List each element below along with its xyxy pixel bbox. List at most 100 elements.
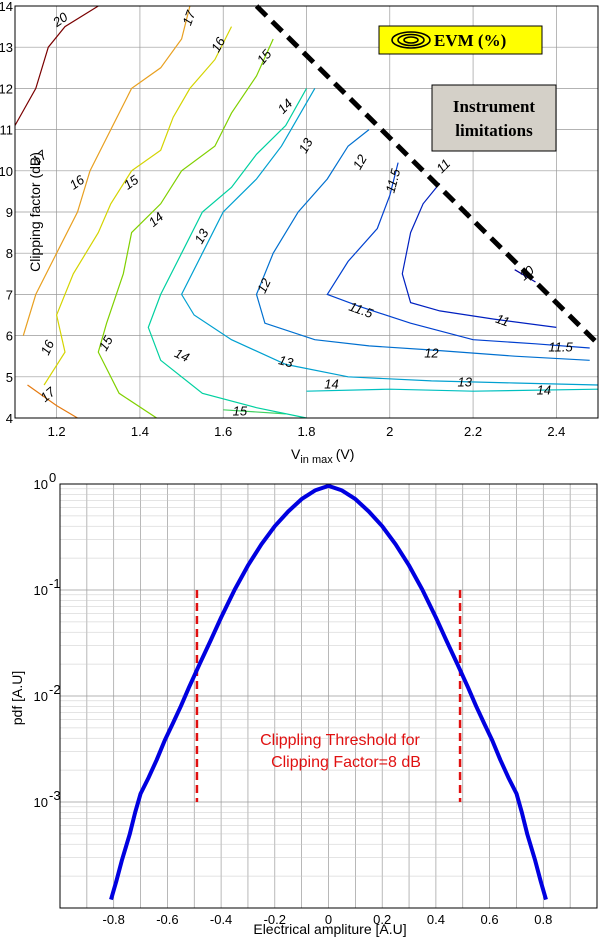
x-tick-label: 1.4 [131, 424, 149, 439]
y-tick-label: 10 [34, 689, 48, 704]
contour-line-13 [180, 88, 599, 386]
y-tick-label: 9 [6, 205, 13, 220]
contour-label: 12 [350, 151, 371, 172]
y-tick-exponent: 0 [49, 470, 56, 485]
contour-label: 17 [179, 8, 198, 27]
contour-line-17 [27, 384, 78, 419]
clipping-threshold-lines [195, 590, 462, 802]
y-tick-label: 10 [34, 477, 48, 492]
contour-level-labels: 2017161514131211.5111017161514131211.511… [29, 8, 574, 418]
contour-label: 14 [537, 383, 551, 398]
threshold-annotation-line-1: Clippling Threshold for [260, 732, 420, 749]
threshold-annotation-line-2: Clipping Factor=8 dB [271, 754, 421, 771]
y-tick-label: 6 [6, 329, 13, 344]
contour-line-15 [223, 409, 286, 415]
instrument-limitations-box: Instrument limitations [431, 84, 557, 152]
contour-label: 15 [233, 403, 248, 418]
x-tick-label: -0.8 [102, 912, 124, 927]
annotation-box [431, 84, 557, 152]
contour-label: 13 [458, 374, 473, 389]
contour-label: 12 [424, 346, 439, 361]
x-tick-label: 2.2 [464, 424, 482, 439]
y-tick-label: 10 [0, 164, 13, 179]
contour-label: 13 [277, 352, 296, 370]
x-tick-label: -0.2 [264, 912, 286, 927]
contour-line-11.5 [326, 162, 590, 349]
x-tick-label: 1.2 [48, 424, 66, 439]
x-axis-label: Vin max (V) [291, 446, 354, 466]
y-axis-label: Clipping factor (dB) [27, 152, 43, 272]
contour-line-14 [147, 88, 308, 419]
contour-line-15 [97, 38, 274, 419]
x-tick-label: 0.4 [427, 912, 445, 927]
y-tick-label: 7 [6, 287, 13, 302]
evm-contour-chart: 20 17 16 15 14 13 12 11.5 11 10 17 16 15 14 13 12 11.5 11… [0, 0, 600, 466]
y-tick-label: 13 [0, 40, 13, 55]
contour-label: 17 [37, 384, 58, 405]
x-tick-labels: -0.8 -0.6 -0.4 -0.2 0 0.2 0.4 0.6 0.8 [102, 912, 552, 927]
contour-label: 14 [172, 345, 191, 365]
x-axis-label: Electrical ampliture [A.U] [253, 921, 406, 937]
x-tick-label: 2.4 [547, 424, 565, 439]
y-tick-labels: 4 5 6 7 8 9 10 11 12 13 14 [0, 0, 13, 426]
legend-box [378, 25, 543, 55]
plot-frame [59, 483, 598, 909]
x-tick-label: 1.8 [297, 424, 315, 439]
annotation-line-2: limitations [455, 121, 533, 140]
y-tick-label: 12 [0, 81, 13, 96]
x-tick-label: -0.6 [156, 912, 178, 927]
y-tick-label: 8 [6, 246, 13, 261]
contour-label: 16 [208, 34, 229, 55]
y-tick-exponent: -3 [49, 788, 61, 803]
contour-label: 13 [295, 135, 316, 156]
x-tick-label: 0 [325, 912, 332, 927]
contour-label: 15 [121, 172, 142, 193]
contour-label: 20 [49, 9, 71, 31]
contour-label: 15 [254, 46, 275, 67]
x-tick-label: 0.2 [373, 912, 391, 927]
y-tick-label: 11 [0, 123, 13, 138]
contour-label: 11.5 [347, 299, 376, 322]
contour-label: 11 [494, 311, 512, 330]
x-tick-label: 0.6 [481, 912, 499, 927]
y-tick-label: 10 [34, 795, 48, 810]
contour-label: 12 [254, 275, 274, 295]
contour-line-20 [14, 5, 99, 126]
pdf-chart: -0.8 -0.6 -0.4 -0.2 0 0.2 0.4 0.6 0.8 10 010 -110-… [9, 470, 598, 937]
pdf-grid [60, 484, 597, 909]
x-axis-label-sub: in max [300, 454, 333, 466]
legend: EVM (%) [378, 25, 543, 55]
limit-dashed-line [254, 4, 600, 346]
pdf-curve [109, 483, 548, 901]
annotation-line-1: Instrument [453, 97, 536, 116]
x-tick-label: -0.4 [210, 912, 232, 927]
plot-frame [14, 5, 599, 419]
contour-label: 11 [433, 156, 453, 176]
y-tick-label: 4 [6, 411, 13, 426]
x-tick-label: 2 [386, 424, 393, 439]
contour-line-11 [401, 182, 557, 328]
y-tick-label: 14 [0, 0, 13, 14]
contour-line-10 [514, 269, 536, 283]
contour-line-16 [43, 26, 233, 386]
svg-text:Vin max(V): Vin max (V) [291, 446, 354, 466]
contour-line-17 [22, 5, 191, 336]
x-tick-labels: 1.2 1.4 1.6 1.8 2 2.2 2.4 [48, 424, 566, 439]
x-tick-label: 1.6 [214, 424, 232, 439]
legend-label: EVM (%) [434, 31, 506, 50]
x-axis-label-main: V [291, 446, 301, 462]
y-tick-exponent: -2 [49, 682, 61, 697]
contour-line-14 [306, 388, 599, 392]
legend-contour-icon [391, 31, 431, 49]
contour-label: 11.5 [383, 166, 404, 194]
contour-label: 14 [324, 376, 338, 391]
y-tick-exponent: -1 [49, 576, 61, 591]
y-tick-label: 5 [6, 370, 13, 385]
contour-lines [14, 5, 599, 419]
y-axis-label: pdf [A.U] [9, 671, 25, 725]
x-axis-label-unit: (V) [336, 446, 355, 462]
contour-label: 16 [37, 337, 57, 357]
x-tick-label: 0.8 [534, 912, 552, 927]
contour-line-12 [255, 129, 590, 361]
